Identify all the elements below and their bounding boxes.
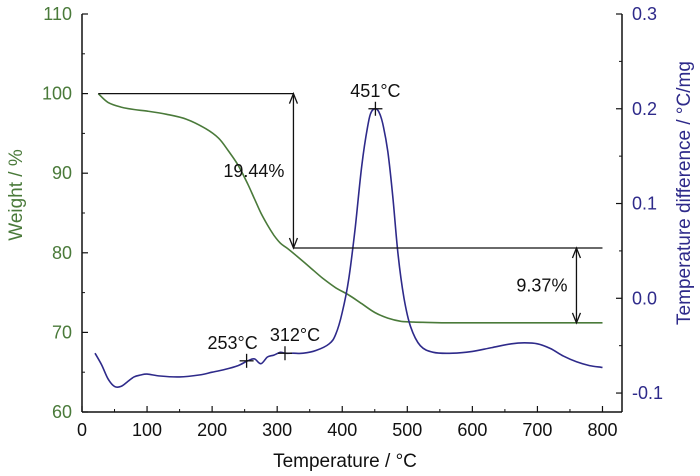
x-tick-label: 0: [77, 420, 87, 440]
loss2-arrow-head-top: [571, 246, 582, 259]
y-left-tick-label: 90: [52, 163, 72, 183]
y-right-tick-label: 0.2: [632, 99, 657, 119]
onset1-temperature-label: 253°C: [207, 333, 257, 353]
x-tick-label: 200: [197, 420, 227, 440]
x-tick-label: 400: [327, 420, 357, 440]
x-axis-title: Temperature / °C: [273, 451, 417, 472]
x-tick-label: 800: [587, 420, 617, 440]
y-right-tick-label: -0.1: [632, 383, 663, 403]
peak-temperature-label: 451°C: [350, 81, 400, 101]
weight-loss1-label: 19.44%: [223, 161, 284, 181]
x-tick-label: 300: [262, 420, 292, 440]
x-tick-label: 600: [457, 420, 487, 440]
loss2-arrow-head-bottom: [571, 312, 582, 325]
annotations: 451°C 253°C 312°C 19.44% 9.37%: [98, 81, 603, 368]
weight-loss2-label: 9.37%: [516, 275, 567, 295]
y-axis-right-title: Temperature difference / °C/mg: [674, 61, 695, 325]
loss1-arrow-head-top: [288, 91, 299, 104]
loss1-arrow-head-bottom: [288, 237, 299, 250]
y-left-tick-label: 100: [42, 84, 72, 104]
x-tick-label: 100: [132, 420, 162, 440]
weight-curve-line: [97, 93, 603, 324]
y-right-tick-label: 0.1: [632, 194, 657, 214]
y-right-tick-label: 0.0: [632, 288, 657, 308]
axes: 0 100 200 300 400 500 600 700 800 60 70 80 90 100 110 -…: [42, 4, 663, 440]
onset2-temperature-label: 312°C: [270, 325, 320, 345]
y-left-tick-label: 70: [52, 322, 72, 342]
y-left-tick-label: 110: [43, 4, 72, 24]
y-left-tick-label: 60: [52, 402, 72, 422]
x-tick-label: 500: [392, 420, 422, 440]
dta-curve-line: [94, 108, 603, 388]
x-tick-label: 700: [522, 420, 552, 440]
y-axis-left-title: Weight / %: [6, 149, 27, 241]
y-right-tick-label: 0.3: [632, 4, 657, 24]
y-left-tick-label: 80: [52, 243, 72, 263]
plot-area: [94, 93, 603, 388]
